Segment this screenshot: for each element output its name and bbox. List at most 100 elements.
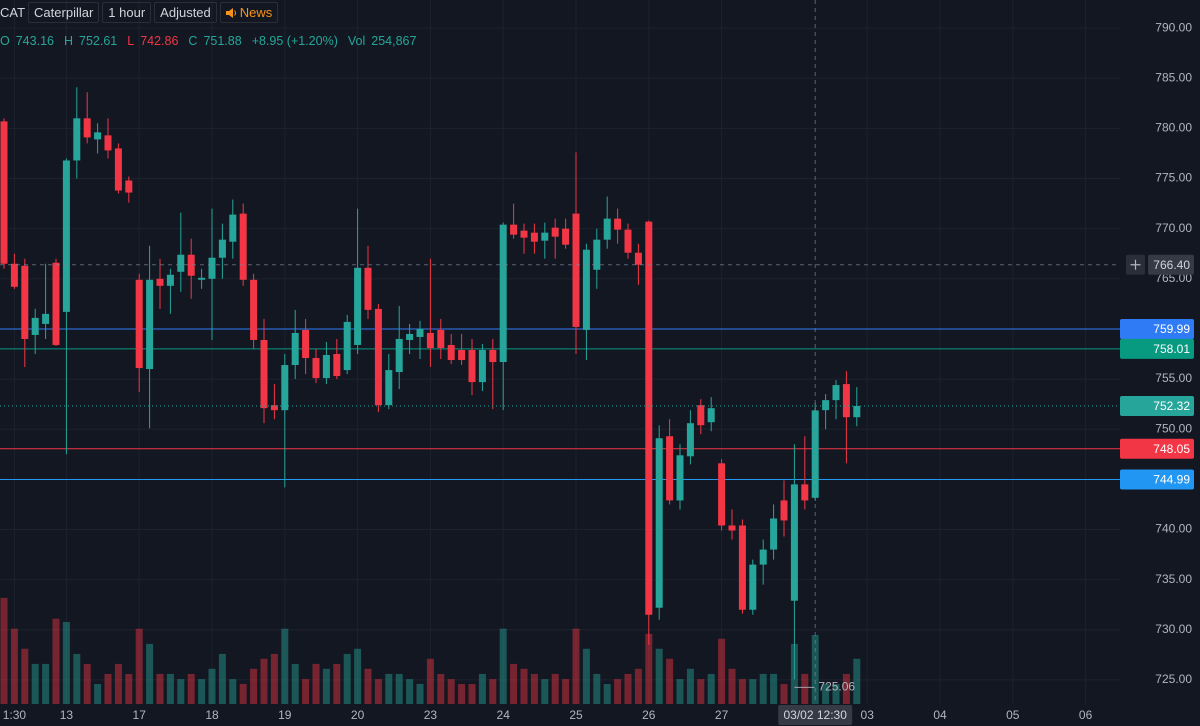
- candle-body: [73, 118, 81, 161]
- volume-bar: [822, 683, 830, 704]
- symbol[interactable]: CAT: [0, 5, 26, 20]
- toolbar-button[interactable]: Adjusted: [154, 2, 217, 23]
- legend-item: H 752.61: [64, 34, 117, 48]
- volume-bar: [229, 679, 237, 704]
- candle-body: [437, 329, 445, 348]
- volume-bar: [520, 668, 528, 704]
- toolbar-button[interactable]: Caterpillar: [28, 2, 100, 23]
- volume-bar: [364, 668, 372, 704]
- candle-body: [478, 349, 486, 383]
- x-tick-label: 20: [351, 708, 365, 722]
- volume-bar: [707, 673, 715, 704]
- toolbar-button[interactable]: 1 hour: [102, 2, 152, 23]
- volume-bar: [562, 679, 570, 704]
- volume-bar: [832, 683, 840, 704]
- candle-body: [229, 214, 237, 242]
- candle-body: [62, 160, 70, 312]
- candle-body: [593, 239, 601, 270]
- x-tick-label: 13: [60, 708, 74, 722]
- x-tick-label: 04: [933, 708, 947, 722]
- candle-body: [302, 329, 310, 359]
- volume-bar: [42, 663, 50, 704]
- candle-body: [718, 463, 726, 526]
- volume-bar: [593, 673, 601, 704]
- candle-body: [250, 279, 258, 340]
- volume-bar: [614, 679, 622, 704]
- low-marker-label: 725.06: [818, 680, 855, 694]
- candle-body: [603, 218, 611, 240]
- x-tick-label: 19: [278, 708, 292, 722]
- candle-body: [530, 232, 538, 242]
- candle-body: [364, 267, 372, 310]
- price-label-box: [1148, 254, 1194, 275]
- x-tick-label: 24: [497, 708, 511, 722]
- crosshair-x-box: [778, 705, 853, 725]
- candle-body: [728, 525, 736, 531]
- price-label: 744.99: [1153, 473, 1190, 487]
- legend-label: Vol: [347, 34, 366, 48]
- volume-bar: [780, 683, 788, 704]
- volume-bar: [281, 628, 289, 704]
- candle-body: [281, 365, 289, 411]
- y-tick-label: 790.00: [1155, 20, 1192, 34]
- volume-bar: [697, 679, 705, 704]
- candle-body: [822, 400, 830, 411]
- candle-body: [562, 228, 570, 245]
- candle-body: [801, 484, 809, 501]
- candle-body: [738, 525, 746, 610]
- volume-bar: [759, 673, 767, 704]
- y-tick-label: 755.00: [1155, 371, 1192, 385]
- legend-item: C 751.88: [188, 34, 241, 48]
- legend-item: Vol 254,867: [348, 34, 417, 48]
- volume-bar: [801, 673, 809, 704]
- crosshair-x-label: 03/02 12:30: [783, 708, 847, 722]
- candle-body: [406, 333, 414, 340]
- volume-bar: [853, 658, 861, 704]
- candle-body: [780, 500, 788, 521]
- candle-body: [853, 405, 861, 418]
- candle-body: [416, 328, 424, 337]
- volume-bar: [250, 668, 258, 704]
- candle-body: [208, 257, 216, 279]
- price-label-box: [1120, 395, 1194, 416]
- candle-body: [541, 232, 549, 241]
- candle-body: [759, 549, 767, 565]
- candle-body: [354, 267, 362, 345]
- volume-bar: [666, 658, 674, 704]
- candle-body: [551, 227, 559, 237]
- volume-bar: [406, 679, 414, 704]
- candle-body: [842, 384, 850, 418]
- volume-bar: [260, 658, 268, 704]
- toolbar: CAT Caterpillar 1 hour Adjusted News: [0, 2, 279, 23]
- volume-bar: [322, 668, 330, 704]
- volume-bar: [343, 653, 351, 704]
- candle-body: [94, 132, 102, 140]
- volume-bar: [718, 638, 726, 704]
- legend-value: 743.16: [15, 34, 54, 48]
- volume-bar: [187, 673, 195, 704]
- volume-bar: [686, 668, 694, 704]
- candle-body: [385, 370, 393, 406]
- candle-body: [312, 358, 320, 379]
- candle-body: [42, 313, 50, 324]
- y-tick-label: 725.00: [1155, 672, 1192, 686]
- price-label: 752.32: [1153, 399, 1190, 413]
- volume-bar: [146, 643, 154, 704]
- legend-item: O 743.16: [0, 34, 54, 48]
- candle-body: [520, 230, 528, 238]
- volume-bar: [395, 673, 403, 704]
- volume-bar: [177, 679, 185, 704]
- volume-bar: [738, 679, 746, 704]
- candle-body: [135, 279, 143, 369]
- candle-body: [458, 349, 466, 361]
- volume-bar: [333, 663, 341, 704]
- news-button[interactable]: News: [219, 2, 279, 23]
- volume-bar: [770, 673, 778, 704]
- volume-bar: [510, 663, 518, 704]
- volume-bar: [624, 673, 632, 704]
- candle-body: [489, 349, 497, 363]
- candle-body: [510, 224, 518, 235]
- candle-body: [832, 385, 840, 401]
